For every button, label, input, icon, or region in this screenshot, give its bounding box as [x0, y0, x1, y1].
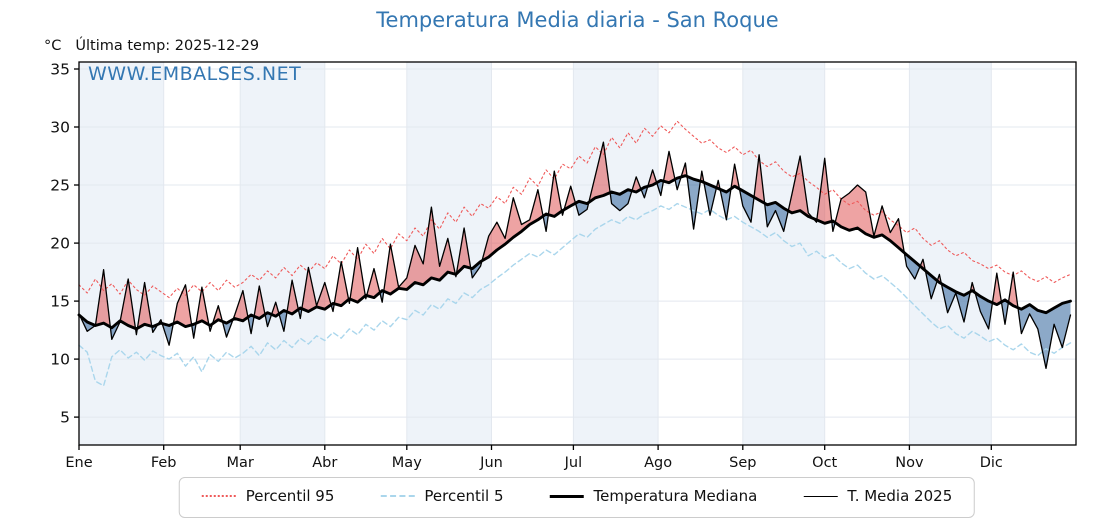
legend-label: Percentil 95	[245, 487, 335, 505]
x-tick-label: Jun	[479, 455, 503, 471]
chart-page: { "header": { "title": "Temperatura Medi…	[44, 8, 1077, 518]
t-media-2025-line-sample-icon	[803, 495, 838, 497]
watermark-text: WWW.EMBALSES.NET	[88, 63, 302, 85]
x-tick-label: Dic	[980, 455, 1003, 471]
legend-label: Percentil 5	[424, 487, 504, 505]
month-band	[909, 62, 992, 445]
y-tick-label: 20	[50, 235, 70, 253]
chart-legend: Percentil 95 Percentil 5 Temperatura Med…	[178, 477, 976, 518]
percentil-5-line-sample-icon	[380, 495, 415, 497]
y-tick-label: 30	[50, 119, 70, 137]
temperature-chart-canvas: 5 10 15 20 25 30 35 Ene Feb Mar Abr May Jun Jul Ago Sep…	[50, 61, 1077, 471]
y-axis-unit-label: °C	[44, 38, 62, 54]
month-band	[573, 62, 659, 445]
chart-subheader: °C Última temp: 2025-12-29	[44, 38, 259, 54]
legend-item-percentil-5: Percentil 5	[380, 487, 503, 505]
x-tick-label: Mar	[227, 455, 254, 471]
x-tick-label: Feb	[151, 455, 177, 471]
y-tick-label: 15	[50, 293, 70, 311]
last-temp-label: Última temp: 2025-12-29	[75, 38, 260, 54]
legend-item-percentil-95: Percentil 95	[201, 487, 335, 505]
y-tick-label: 25	[50, 177, 70, 195]
x-tick-label: Sep	[729, 455, 756, 471]
median-line	[77, 174, 1072, 331]
x-tick-label: Ene	[65, 455, 92, 471]
legend-label: T. Media 2025	[847, 487, 953, 505]
legend-item-mediana: Temperatura Mediana	[549, 487, 757, 505]
month-band	[240, 62, 325, 445]
legend-item-t-media-2025: T. Media 2025	[803, 487, 952, 505]
plot-border	[78, 61, 1077, 446]
x-tick-label: Abr	[312, 455, 337, 471]
x-tick-label: Jul	[564, 455, 583, 471]
p95-line	[78, 120, 1072, 299]
y-tick-label: 5	[60, 409, 70, 427]
t2025-line	[78, 141, 1072, 370]
percentil-95-line-sample-icon	[201, 495, 236, 497]
mediana-line-sample-icon	[549, 494, 584, 498]
chart-title: Temperatura Media diaria - San Roque	[376, 8, 779, 32]
y-tick-label: 35	[50, 61, 70, 79]
p5-line	[78, 202, 1072, 387]
x-tick-label: Nov	[895, 455, 924, 471]
x-tick-label: Oct	[812, 455, 837, 471]
x-tick-label: May	[392, 455, 422, 471]
y-tick-label: 10	[50, 351, 70, 369]
month-band	[79, 62, 164, 445]
x-tick-label: Ago	[644, 455, 672, 471]
legend-label: Temperatura Mediana	[593, 487, 758, 505]
